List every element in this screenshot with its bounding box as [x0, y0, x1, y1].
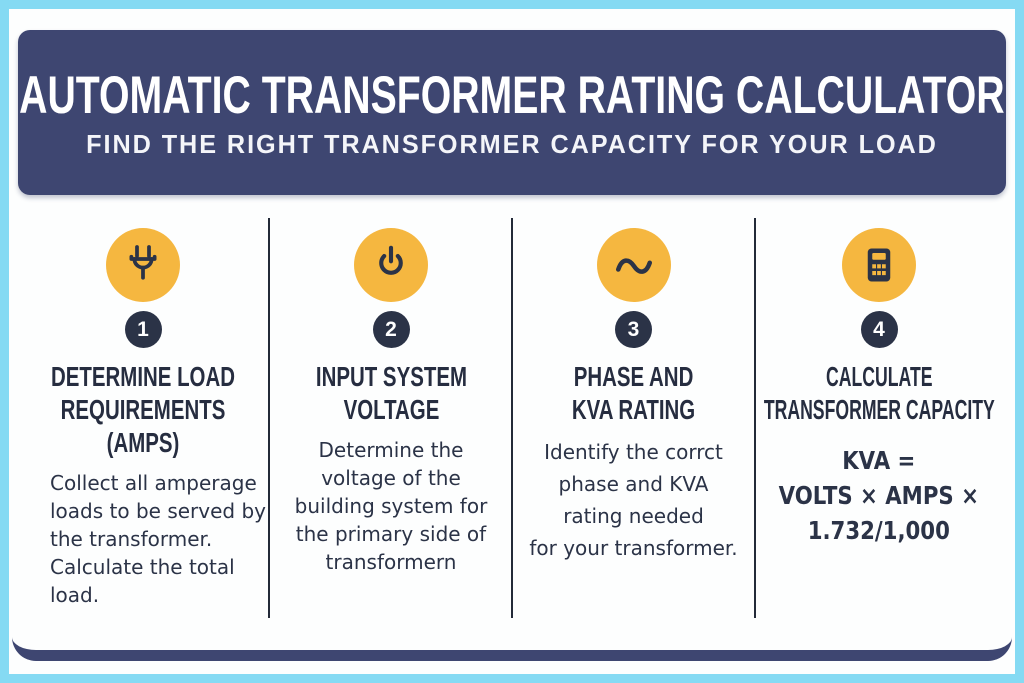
step-2-title: INPUT SYSTEM VOLTAGE [315, 360, 466, 426]
step-number: 3 [627, 317, 640, 341]
title-line: VOLTAGE [343, 394, 439, 425]
header-banner: AUTOMATIC TRANSFORMER RATING CALCULATOR … [18, 30, 1006, 195]
step-3-description: Identify the corrct phase and KVA rating… [529, 436, 737, 564]
desc-line: rating needed [563, 504, 704, 528]
title-line: REQUIREMENTS [60, 394, 226, 425]
column-divider-3 [754, 218, 756, 618]
title-line: PHASE AND [573, 361, 694, 392]
page-subtitle: FIND THE RIGHT TRANSFORMER CAPACITY FOR … [86, 128, 938, 159]
title-line: DETERMINE LOAD [51, 361, 235, 392]
step-4-title: CALCULATE TRANSFORMER CAPACITY [764, 360, 995, 426]
kva-formula: KVA = VOLTS × AMPS × 1.732/1,000 [779, 443, 979, 548]
formula-line: VOLTS × AMPS × [778, 481, 980, 510]
calculator-icon [867, 248, 891, 282]
title-line: TRANSFORMER CAPACITY [763, 394, 995, 425]
desc-line: Collect all amperage [50, 471, 257, 495]
desc-line: voltage of the [321, 466, 461, 490]
desc-line: loads to be served by [50, 499, 266, 523]
step-1-number-badge: 1 [124, 311, 162, 348]
desc-line: the primary side of [295, 522, 487, 546]
step-2-description: Determine the voltage of the building sy… [295, 436, 488, 576]
step-3-icon-circle [596, 228, 671, 302]
step-1-column: 1 DETERMINE LOAD REQUIREMENTS (AMPS) Col… [25, 228, 266, 609]
step-1-icon-circle [106, 228, 180, 302]
power-icon [379, 245, 403, 275]
title-line: (AMPS) [106, 427, 180, 458]
sine-wave-icon [615, 258, 652, 274]
step-2-icon-circle [354, 228, 428, 302]
desc-line: Calculate the total [50, 555, 235, 579]
formula-line: 1.732/1,000 [807, 516, 951, 545]
step-3-title: PHASE AND KVA RATING [572, 360, 695, 426]
column-divider-1 [268, 218, 270, 618]
desc-line: building system for [294, 494, 488, 518]
step-2-number-badge: 2 [372, 311, 410, 348]
desc-line: the transformer. [50, 527, 213, 551]
step-number: 2 [385, 317, 397, 341]
step-4-column: 4 CALCULATE TRANSFORMER CAPACITY KVA = V… [758, 228, 1000, 548]
formula-line: KVA = [842, 446, 916, 475]
column-divider-2 [511, 218, 513, 618]
step-3-number-badge: 3 [615, 311, 652, 348]
desc-line: Determine the [318, 438, 464, 462]
plug-icon [129, 245, 157, 280]
desc-line: for your transformer. [529, 536, 738, 560]
step-1-title: DETERMINE LOAD REQUIREMENTS (AMPS) [51, 360, 235, 459]
desc-line: load. [50, 583, 100, 607]
page-title: AUTOMATIC TRANSFORMER RATING CALCULATOR [19, 65, 1005, 125]
step-1-description: Collect all amperage loads to be served … [50, 469, 266, 609]
step-number: 4 [873, 317, 885, 341]
footer-accent-bar [12, 621, 1012, 661]
step-4-number-badge: 4 [860, 311, 898, 348]
step-4-icon-circle [842, 228, 916, 302]
title-line: KVA RATING [571, 394, 696, 425]
title-line: INPUT SYSTEM [315, 361, 467, 392]
step-3-column: 3 PHASE AND KVA RATING Identify the corr… [515, 228, 752, 564]
step-2-column: 2 INPUT SYSTEM VOLTAGE Determine the vol… [273, 228, 509, 576]
desc-line: transformern [325, 550, 457, 574]
desc-line: Identify the corrct [544, 440, 723, 464]
step-number: 1 [137, 317, 149, 341]
title-line: CALCULATE [825, 361, 933, 392]
desc-line: phase and KVA [558, 472, 709, 496]
